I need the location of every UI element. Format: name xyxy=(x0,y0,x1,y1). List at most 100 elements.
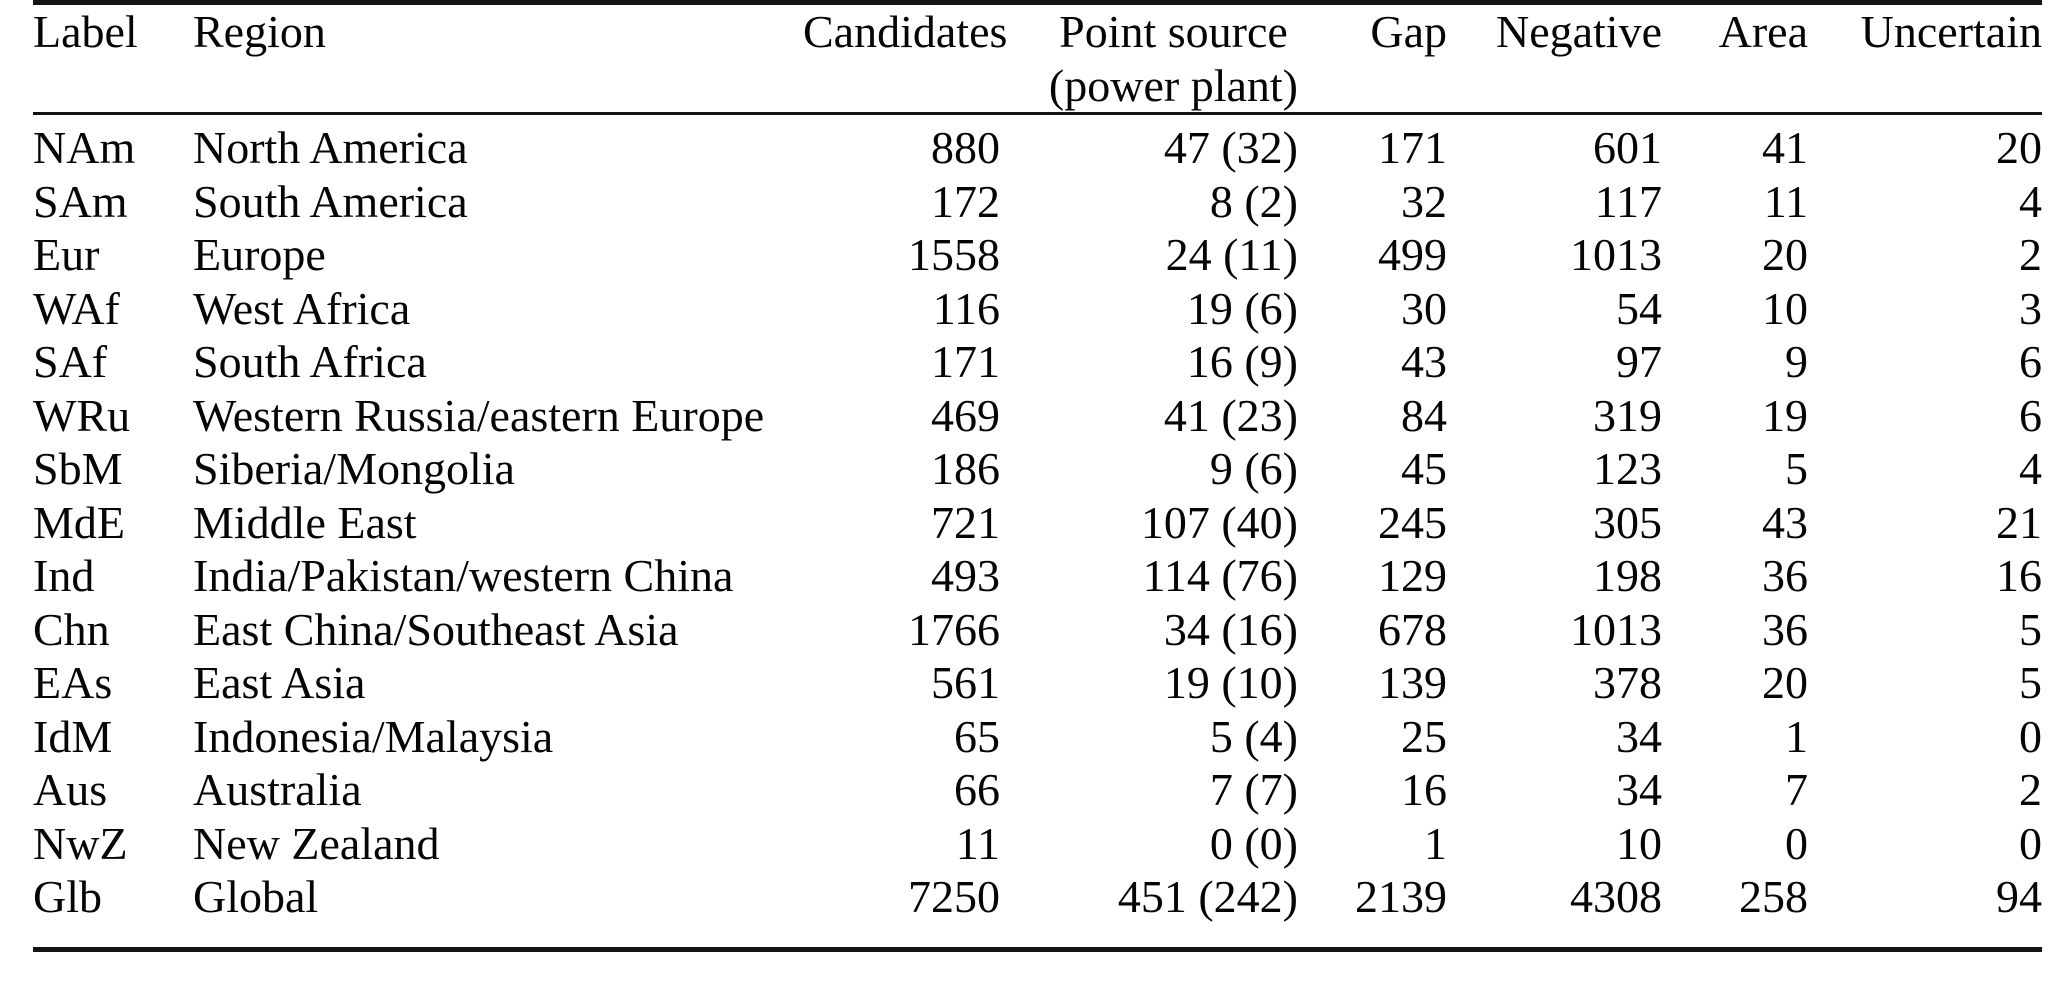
column-header-label: Region xyxy=(193,6,326,57)
cell-region: South Africa xyxy=(193,336,427,387)
table-row-Aus: Aus Australia 66 7 (7) 16 34 7 2 xyxy=(33,763,2042,817)
cell-region: Global xyxy=(193,871,319,922)
column-header-label: Negative xyxy=(1495,6,1662,57)
cell-label: MdE xyxy=(33,496,125,548)
cell-point_source: 41 (23) xyxy=(1163,389,1298,441)
cell-uncertain: 4 xyxy=(2019,443,2042,494)
cell-candidates: 7250 xyxy=(908,871,1000,922)
cell-region: Indonesia/Malaysia xyxy=(193,710,554,762)
table-header-row: Label Region Candidates Point source (power… xyxy=(33,2,2042,115)
cell-label: Eur xyxy=(33,229,100,280)
cell-candidates: 880 xyxy=(931,122,1000,173)
cell-negative: 117 xyxy=(1594,175,1662,227)
cell-label: Glb xyxy=(33,871,102,922)
cell-area: 258 xyxy=(1739,871,1808,922)
cell-candidates: 116 xyxy=(932,282,1000,334)
table-row-SAm: SAm South America 172 8 (2) 32 117 11 4 xyxy=(33,175,2042,229)
cell-area: 7 xyxy=(1785,764,1808,815)
cell-region: Western Russia/eastern Europe xyxy=(193,389,765,441)
table-row-Glb: Glb Global 7250 451 (242) 2139 4308 258 94 xyxy=(33,870,2042,949)
cell-uncertain: 16 xyxy=(1996,550,2042,601)
column-header-label: Candidates xyxy=(803,6,1008,57)
cell-point_source: 16 (9) xyxy=(1186,336,1298,387)
table-row-MdE: MdE Middle East 721 107 (40) 245 305 43 21 xyxy=(33,496,2042,550)
cell-candidates: 493 xyxy=(931,550,1000,601)
cell-negative: 54 xyxy=(1616,282,1662,334)
cell-gap: 245 xyxy=(1378,496,1447,548)
cell-label: SAm xyxy=(33,175,128,227)
cell-point_source: 19 (6) xyxy=(1186,282,1298,334)
table-row-Eur: Eur Europe 1558 24 (11) 499 1013 20 2 xyxy=(33,228,2042,282)
table-header: Label Region Candidates Point source (power… xyxy=(33,2,2042,115)
cell-negative: 305 xyxy=(1593,496,1662,548)
cell-point_source: 8 (2) xyxy=(1209,175,1298,227)
cell-area: 0 xyxy=(1785,817,1808,869)
cell-region: East Asia xyxy=(193,657,366,708)
cell-area: 1 xyxy=(1785,710,1808,762)
cell-uncertain: 94 xyxy=(1996,871,2042,922)
column-header-uncertain: Uncertain xyxy=(1808,2,2042,115)
cell-uncertain: 0 xyxy=(2019,710,2042,762)
cell-label: SAf xyxy=(33,336,108,387)
cell-point_source: 114 (76) xyxy=(1142,550,1298,601)
cell-point_source: 0 (0) xyxy=(1209,817,1298,869)
cell-negative: 1013 xyxy=(1570,229,1662,280)
cell-region: Australia xyxy=(193,764,362,815)
cell-label: WRu xyxy=(33,389,131,441)
cell-point_source: 107 (40) xyxy=(1140,496,1298,548)
cell-label: NAm xyxy=(33,122,136,173)
cell-region: East China/Southeast Asia xyxy=(193,603,679,655)
cell-label: Aus xyxy=(33,764,108,815)
cell-uncertain: 20 xyxy=(1996,122,2042,173)
cell-negative: 198 xyxy=(1593,550,1662,601)
cell-negative: 123 xyxy=(1593,443,1662,494)
cell-area: 36 xyxy=(1762,603,1808,655)
cell-gap: 16 xyxy=(1401,764,1447,815)
cell-gap: 30 xyxy=(1401,282,1447,334)
column-header-point_source: Point source (power plant) xyxy=(1000,2,1298,115)
cell-area: 41 xyxy=(1762,122,1808,173)
cell-uncertain: 21 xyxy=(1996,496,2042,548)
cell-label: Chn xyxy=(33,603,110,655)
cell-negative: 319 xyxy=(1593,389,1662,441)
cell-point_source: 34 (16) xyxy=(1163,603,1298,655)
cell-candidates: 172 xyxy=(931,175,1000,227)
cell-label: SbM xyxy=(33,443,123,494)
cell-area: 19 xyxy=(1762,389,1808,441)
table-row-NAm: NAm North America 880 47 (32) 171 601 41 20 xyxy=(33,114,2042,175)
cell-gap: 129 xyxy=(1378,550,1447,601)
cell-point_source: 5 (4) xyxy=(1209,710,1298,762)
cell-region: South America xyxy=(193,175,468,227)
cell-candidates: 721 xyxy=(931,496,1000,548)
table-row-SbM: SbM Siberia/Mongolia 186 9 (6) 45 123 5 4 xyxy=(33,442,2042,496)
column-header-negative: Negative xyxy=(1447,2,1662,115)
table-row-SAf: SAf South Africa 171 16 (9) 43 97 9 6 xyxy=(33,335,2042,389)
cell-gap: 25 xyxy=(1401,710,1447,762)
cell-negative: 601 xyxy=(1593,122,1662,173)
cell-candidates: 171 xyxy=(931,336,1000,387)
cell-point_source: 7 (7) xyxy=(1209,764,1298,815)
cell-uncertain: 3 xyxy=(2019,282,2042,334)
cell-candidates: 469 xyxy=(931,389,1000,441)
cell-label: EAs xyxy=(33,657,113,708)
cell-region: India/Pakistan/western China xyxy=(193,550,734,601)
cell-gap: 43 xyxy=(1401,336,1447,387)
table-row-WAf: WAf West Africa 116 19 (6) 30 54 10 3 xyxy=(33,282,2042,336)
cell-candidates: 1558 xyxy=(908,229,1000,280)
cell-point_source: 24 (11) xyxy=(1165,229,1298,280)
cell-candidates: 186 xyxy=(931,443,1000,494)
cell-negative: 378 xyxy=(1593,657,1662,708)
column-header-gap: Gap xyxy=(1298,2,1447,115)
table-row-NwZ: NwZ New Zealand 11 0 (0) 1 10 0 0 xyxy=(33,817,2042,871)
table-row-Ind: Ind India/Pakistan/western China 493 114 (7… xyxy=(33,549,2042,603)
cell-gap: 45 xyxy=(1401,443,1447,494)
cell-gap: 171 xyxy=(1378,122,1447,173)
cell-region: Siberia/Mongolia xyxy=(193,443,515,494)
column-header-label: Uncertain xyxy=(1860,6,2042,57)
cell-area: 36 xyxy=(1762,550,1808,601)
table-container: Label Region Candidates Point source (power… xyxy=(33,0,2042,952)
cell-negative: 1013 xyxy=(1570,603,1662,655)
cell-point_source: 451 (242) xyxy=(1117,871,1298,922)
cell-area: 5 xyxy=(1785,443,1808,494)
